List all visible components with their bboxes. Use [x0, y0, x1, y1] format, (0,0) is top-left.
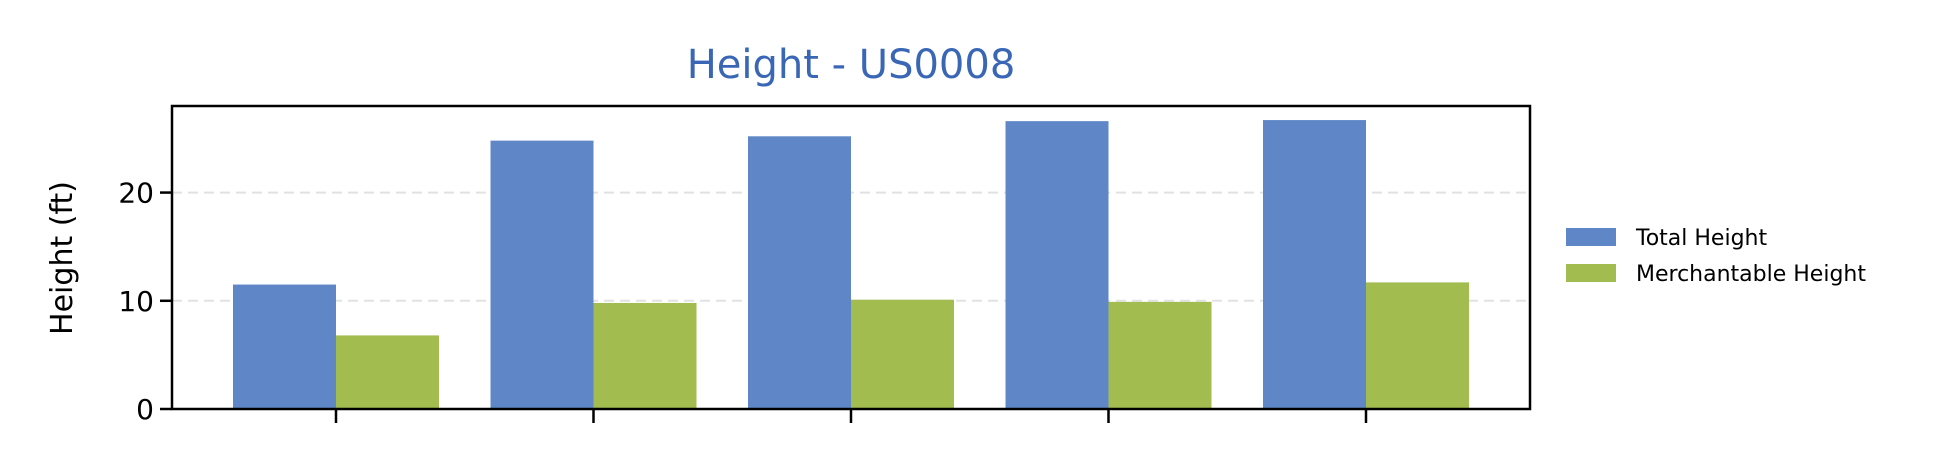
chart-title: Height - US0008 [687, 42, 1016, 88]
legend-label-1: Merchantable Height [1636, 262, 1866, 287]
legend-swatch-0 [1566, 228, 1616, 246]
bar-total-4 [1263, 120, 1366, 409]
y-tick-label-0: 0 [136, 393, 154, 426]
y-tick-label-1: 10 [118, 285, 154, 318]
bar-merch-2 [851, 299, 954, 409]
legend-swatch-1 [1566, 264, 1616, 282]
legend-label-0: Total Height [1635, 226, 1767, 251]
bar-merch-4 [1366, 282, 1469, 409]
y-tick-label-2: 20 [118, 177, 154, 210]
bar-total-1 [490, 140, 594, 409]
bar-merch-1 [593, 302, 697, 409]
bar-total-0 [233, 284, 336, 409]
bar-merch-3 [1108, 301, 1212, 409]
bar-total-2 [748, 136, 851, 410]
x-axis [334, 409, 1368, 423]
y-axis-label: Height (ft) [45, 181, 80, 335]
legend: Total Height Merchantable Height [1566, 226, 1866, 287]
bar-merch-0 [336, 335, 439, 409]
y-axis: 0 10 20 [118, 177, 172, 426]
bars [233, 120, 1469, 410]
bar-total-3 [1005, 121, 1109, 410]
